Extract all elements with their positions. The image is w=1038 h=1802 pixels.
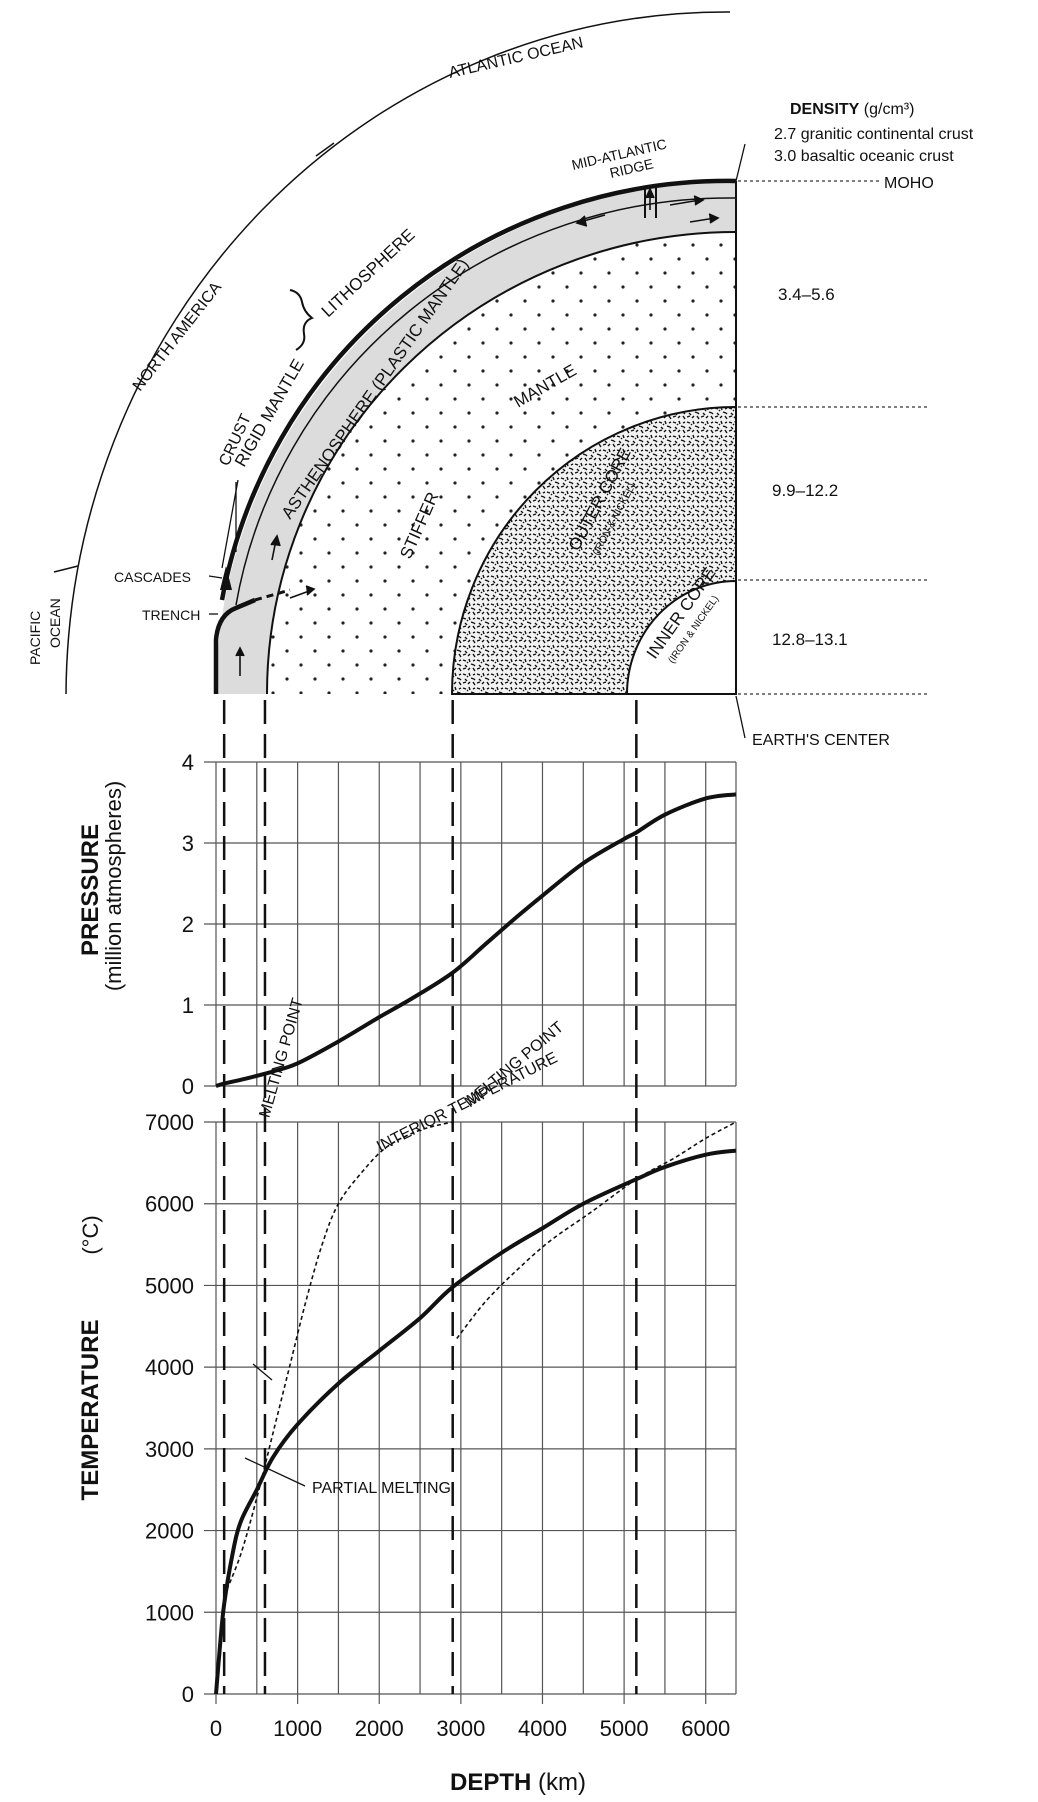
earths-center-label: EARTH'S CENTER — [752, 732, 890, 749]
moho-label: MOHO — [884, 175, 934, 192]
y-tick-label: 0 — [182, 1074, 194, 1099]
y-tick-label: 3 — [182, 831, 194, 856]
north-america-label: NORTH AMERICA — [130, 279, 226, 395]
density-unit: (g/cm³) — [864, 101, 915, 118]
partial-melting-annotation: PARTIAL MELTING — [312, 1480, 451, 1497]
lithosphere-base-line — [235, 197, 737, 606]
depth-xlabel-sub: (km) — [538, 1769, 586, 1796]
density-mantle-range: 3.4–5.6 — [778, 285, 835, 304]
density-title: DENSITY — [790, 101, 860, 118]
temperature-ylabel-sub: (°C) — [78, 1215, 103, 1254]
y-tick-label: 1 — [182, 993, 194, 1018]
pressure-chart: 0 1 2 3 4 PRESSURE (million atmospheres) — [77, 750, 737, 1099]
y-tick-label: 7000 — [145, 1110, 194, 1135]
lithosphere-brace — [289, 289, 315, 351]
y-tick-label: 6000 — [145, 1192, 194, 1217]
pressure-ylabel: PRESSURE — [77, 824, 104, 956]
density-inner-core-range: 12.8–13.1 — [772, 630, 848, 649]
x-tick-label: 0 — [210, 1716, 222, 1741]
cascades-mark — [220, 566, 232, 590]
melting-point-curve-core — [456, 1121, 737, 1340]
y-tick-label: 5000 — [145, 1273, 194, 1298]
x-tick-label: 3000 — [436, 1716, 485, 1741]
y-tick-label: 1000 — [145, 1600, 194, 1625]
ocean-label: OCEAN — [47, 598, 63, 648]
density-crust-line-1: 2.7 granitic continental crust — [774, 126, 974, 143]
x-tick-label: 6000 — [681, 1716, 730, 1741]
melting-point-curve-mantle — [223, 1121, 453, 1597]
y-tick-label: 4000 — [145, 1355, 194, 1380]
y-tick-label: 0 — [182, 1682, 194, 1707]
y-tick-label: 2000 — [145, 1519, 194, 1544]
density-crust-line-2: 3.0 basaltic oceanic crust — [774, 148, 954, 165]
x-tick-label: 1000 — [273, 1716, 322, 1741]
y-tick-label: 4 — [182, 750, 194, 775]
svg-text:DENSITY (g/cm³): DENSITY (g/cm³) — [790, 101, 914, 118]
asthenosphere-band — [216, 181, 736, 694]
surface-arc — [65, 11, 731, 695]
svg-text:PRESSURE: PRESSURE — [77, 824, 104, 956]
asthenosphere-inner-line — [266, 231, 737, 695]
atlantic-ocean-label: ATLANTIC OCEAN — [447, 34, 585, 81]
earth-cross-section — [53, 11, 930, 739]
pacific-label: PACIFIC — [27, 611, 43, 665]
trench-label: TRENCH — [142, 607, 200, 623]
depth-xlabel: DEPTH — [450, 1769, 531, 1796]
x-tick-label: 5000 — [600, 1716, 649, 1741]
x-tick-label: 4000 — [518, 1716, 567, 1741]
inner-core-region — [625, 579, 737, 695]
pressure-ylabel-sub: (million atmospheres) — [101, 781, 126, 991]
level-lines — [738, 180, 930, 695]
x-tick-label: 2000 — [355, 1716, 404, 1741]
pressure-curve — [215, 792, 737, 1088]
y-tick-label: 3000 — [145, 1437, 194, 1462]
convection-arrows — [235, 187, 720, 676]
crust-line — [213, 178, 737, 694]
layer-boundary-dashes — [222, 700, 638, 1694]
y-tick-label: 2 — [182, 912, 194, 937]
density-legend: DENSITY (g/cm³) 2.7 granitic continental… — [772, 101, 974, 649]
cascades-label: CASCADES — [114, 569, 191, 585]
svg-text:DEPTH (km): DEPTH (km) — [450, 1769, 586, 1796]
temperature-ylabel: TEMPERATURE — [77, 1320, 104, 1501]
density-outer-core-range: 9.9–12.2 — [772, 481, 838, 500]
